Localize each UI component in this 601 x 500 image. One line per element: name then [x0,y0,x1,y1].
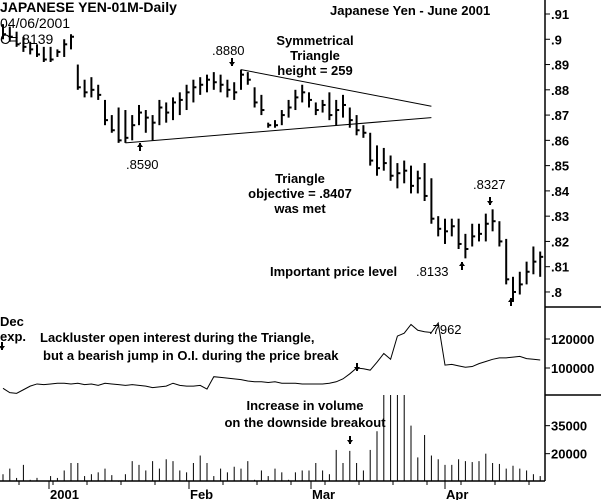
y-tick-label: .86 [551,133,569,148]
annotation-volume-note: Increase in volume on the downside break… [180,398,430,430]
annotation-triangle: Symmetrical Triangle height = 259 [255,33,375,78]
date-tick-label: Apr [446,487,468,500]
y-tick-label: .82 [551,234,569,249]
y-tick-label: .85 [551,159,569,174]
arrow-down-icon [229,62,235,66]
annotation-oi-note: Lackluster open interest during the Tria… [40,330,338,363]
arrow-down-icon [487,201,493,205]
annotation-line: Triangle [275,171,325,186]
annotation-line: on the downside breakout [224,415,386,430]
annotation-line: was met [274,201,326,216]
volume-tick-label: 35000 [551,419,587,434]
arrow-up-icon [459,262,465,266]
chart-date: 04/06/2001 [0,15,71,31]
y-tick-label: .84 [551,184,570,199]
annotation-line: Symmetrical [276,33,354,48]
annotation-line: but a bearish jump in O.I. during the pr… [43,348,339,363]
annotation-line: Lackluster open interest during the Tria… [40,330,315,345]
arrow-down-icon [354,367,360,371]
date-tick-label: Feb [190,487,213,500]
annotation-line: objective = .8407 [248,186,352,201]
y-tick-label: .91 [551,7,569,22]
open-interest-line [2,321,541,394]
volume-tick-label: 20000 [551,447,587,462]
annotation-line: Triangle [290,48,340,63]
oi-tick-label: 120000 [551,332,594,347]
symbol-title: JAPANESE YEN-01M-Daily [0,0,177,15]
annotation-line: exp. [0,329,27,344]
date-tick-label: 2001 [50,487,79,500]
chart-title: Japanese Yen - June 2001 [330,3,491,18]
annotation-important-level: Important price level [270,264,398,279]
triangle-trendline [125,117,432,144]
arrow-down-icon [0,346,5,350]
arrow-down-icon [347,440,353,444]
annotation-low-7962: .7962 [429,322,462,337]
annotation-line: Dec [0,314,24,329]
triangle-trendline [240,69,432,107]
annotation-level-8133: .8133 [416,264,449,279]
annotation-dec-exp: Dec exp. [0,314,26,344]
annotation-high-8327: .8327 [473,177,506,192]
oi-tick-label: 100000 [551,361,594,376]
y-tick-label: .8 [551,285,562,300]
annotation-line: height = 259 [277,63,353,78]
y-tick-label: .83 [551,209,569,224]
y-tick-label: .9 [551,32,562,47]
y-tick-label: .81 [551,260,569,275]
annotation-low-8590: .8590 [126,157,159,172]
annotation-objective: Triangle objective = .8407 was met [240,171,360,216]
arrow-up-icon [137,143,143,147]
close-value: C=.8139 [0,31,54,47]
annotation-high-8880: .8880 [212,43,245,58]
y-tick-label: .88 [551,83,569,98]
date-tick-label: Mar [312,487,335,500]
y-tick-label: .89 [551,58,569,73]
annotation-line: Increase in volume [246,398,364,413]
arrow-up-icon [508,298,514,302]
y-tick-label: .87 [551,108,569,123]
